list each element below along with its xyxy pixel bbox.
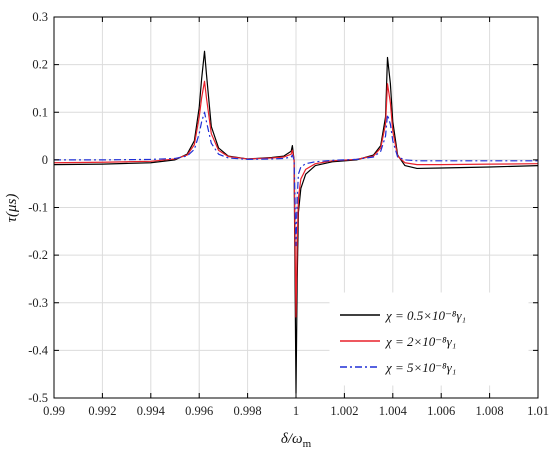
legend-label-2: χ = 2×10⁻⁸γ₁ xyxy=(384,334,456,349)
x-axis-label: δ/ωm xyxy=(281,431,312,450)
x-tick-label: 0.996 xyxy=(185,404,213,418)
series-line-2 xyxy=(53,80,539,318)
x-tick-label: 1 xyxy=(293,404,299,418)
y-axis-label: τ(μs) xyxy=(4,194,20,223)
x-tick-label: 1.008 xyxy=(476,404,504,418)
x-tick-label: 1.004 xyxy=(379,404,408,418)
y-axis-ticks: 0.3 0.2 0.1 0 -0.1 -0.2 -0.3 -0.4 -0.5 xyxy=(28,10,538,405)
y-tick-label: 0.3 xyxy=(32,10,48,24)
y-tick-label: 0.1 xyxy=(32,105,48,119)
y-tick-label: 0 xyxy=(42,153,48,167)
y-tick-label: 0.2 xyxy=(32,58,48,72)
y-tick-label: -0.1 xyxy=(28,201,48,215)
x-tick-label: 0.998 xyxy=(234,404,262,418)
y-tick-label: -0.5 xyxy=(28,391,48,405)
x-tick-label: 1.002 xyxy=(330,404,358,418)
legend: χ = 0.5×10⁻⁸γ₁ χ = 2×10⁻⁸γ₁ χ = 5×10⁻⁸γ₁ xyxy=(329,292,529,386)
x-tick-label: 0.992 xyxy=(88,404,116,418)
x-tick-label: 0.99 xyxy=(43,404,65,418)
x-axis-ticks: 0.99 0.992 0.994 0.996 0.998 1 1.002 1.004 1.006… xyxy=(43,17,549,418)
y-tick-label: -0.2 xyxy=(28,248,48,262)
y-tick-label: -0.3 xyxy=(28,296,48,310)
x-tick-label: 1.01 xyxy=(527,404,549,418)
legend-label-3: χ = 5×10⁻⁸γ₁ xyxy=(384,360,456,375)
y-tick-label: -0.4 xyxy=(28,343,49,357)
legend-label-1: χ = 0.5×10⁻⁸γ₁ xyxy=(384,308,466,323)
legend-box xyxy=(329,292,529,386)
x-tick-label: 1.006 xyxy=(427,404,455,418)
x-tick-label: 0.994 xyxy=(137,404,166,418)
series-line-3 xyxy=(54,111,538,247)
